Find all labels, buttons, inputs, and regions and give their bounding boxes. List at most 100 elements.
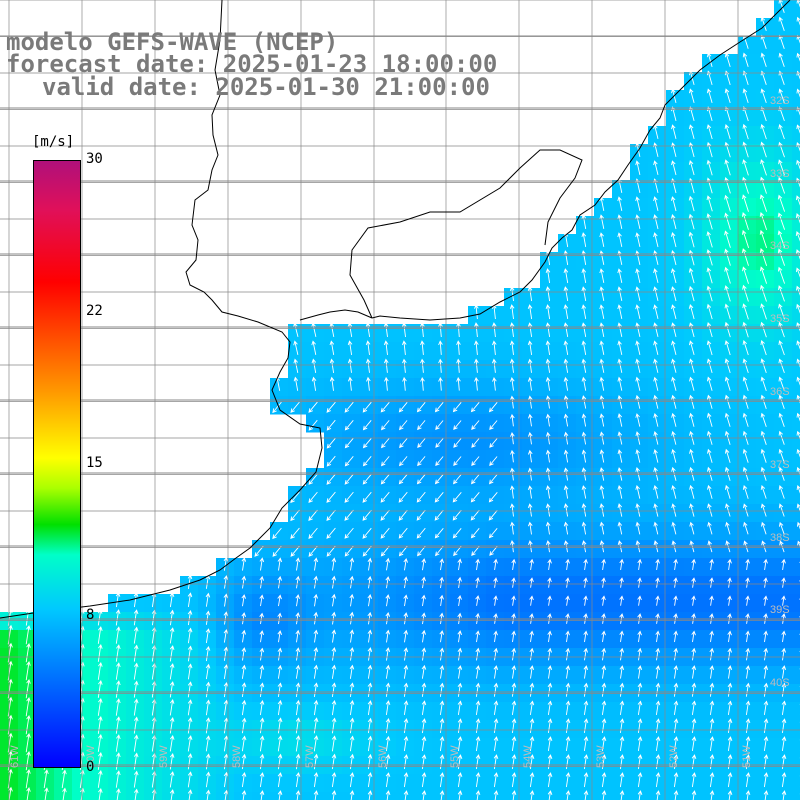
wind-arrow <box>688 285 695 302</box>
wind-arrow <box>471 474 480 485</box>
wind-arrow <box>778 448 785 463</box>
wind-arrow <box>349 790 355 800</box>
wind-arrow <box>277 790 283 800</box>
wind-arrow <box>417 438 426 449</box>
wind-arrow <box>745 736 751 751</box>
wind-arrow <box>380 402 390 413</box>
wind-arrow <box>62 787 67 800</box>
wind-arrow <box>439 664 445 679</box>
wind-arrow <box>347 340 353 355</box>
wind-arrow <box>115 716 121 734</box>
wind-arrow <box>362 456 372 467</box>
wind-arrow <box>778 340 785 356</box>
wind-arrow <box>565 790 571 800</box>
wind-arrow <box>760 88 767 104</box>
wind-cell <box>792 702 800 721</box>
wind-arrow <box>691 558 696 570</box>
wind-arrow <box>399 438 408 449</box>
wind-cell <box>126 792 145 800</box>
wind-arrow <box>691 577 696 588</box>
wind-arrow <box>326 401 336 413</box>
wind-arrow <box>241 629 247 643</box>
wind-arrow <box>511 682 517 697</box>
wind-arrow <box>599 304 605 319</box>
wind-arrow <box>742 485 749 499</box>
wind-arrow <box>778 521 785 535</box>
wind-arrow <box>383 358 389 373</box>
wind-arrow <box>438 376 443 391</box>
wind-arrow <box>691 736 697 751</box>
wind-arrow <box>706 141 713 158</box>
coastline <box>0 0 791 619</box>
wind-arrow <box>326 419 336 431</box>
wind-arrow <box>493 700 499 715</box>
wind-cell <box>792 558 800 577</box>
wind-arrow <box>601 718 607 733</box>
wind-arrow <box>295 717 301 734</box>
wind-arrow <box>416 491 426 503</box>
wind-arrow <box>331 735 337 752</box>
wind-arrow <box>439 790 445 800</box>
wind-arrow <box>509 340 515 355</box>
wind-arrow <box>241 790 247 800</box>
wind-arrow <box>545 521 551 535</box>
wind-arrow <box>563 286 569 301</box>
wind-arrow <box>635 394 641 409</box>
wind-arrow <box>761 521 767 535</box>
wind-cell <box>756 792 775 800</box>
wind-arrow <box>416 509 426 521</box>
wind-arrow <box>511 736 517 751</box>
wind-arrow <box>313 717 319 734</box>
wind-arrow <box>545 395 551 409</box>
lat-label: 35S <box>770 313 790 325</box>
wind-arrow <box>97 697 103 716</box>
wind-arrow <box>581 232 587 247</box>
wind-arrow <box>398 456 408 467</box>
wind-cell <box>792 270 800 289</box>
wind-arrow <box>277 557 283 571</box>
wind-arrow <box>547 595 552 606</box>
wind-arrow <box>653 268 659 284</box>
wind-cell <box>702 792 721 800</box>
wind-arrow <box>205 628 211 644</box>
wind-cell <box>540 792 559 800</box>
wind-arrow <box>380 474 390 485</box>
wind-arrow <box>671 304 677 320</box>
wind-arrow <box>583 700 589 715</box>
wind-cell <box>198 792 217 800</box>
wind-arrow <box>527 376 533 391</box>
wind-arrow <box>205 717 211 734</box>
wind-arrow <box>241 664 247 679</box>
wind-arrow <box>781 558 786 570</box>
wind-arrow <box>349 593 355 607</box>
wind-arrow <box>398 402 408 413</box>
wind-arrow <box>707 540 713 553</box>
wind-arrow <box>457 790 463 800</box>
wind-arrow <box>439 682 445 697</box>
wind-arrow <box>671 412 677 427</box>
wind-arrow <box>313 557 319 571</box>
wind-arrow <box>673 682 679 697</box>
wind-arrow <box>115 770 121 788</box>
wind-arrow <box>745 647 751 661</box>
wind-arrow <box>223 575 229 589</box>
wind-arrow <box>581 214 587 229</box>
lon-label: 54W <box>522 745 534 768</box>
wind-arrow <box>781 665 787 679</box>
wind-cell <box>792 288 800 307</box>
wind-arrow <box>760 284 767 302</box>
wind-arrow <box>385 647 391 661</box>
wind-arrow <box>295 647 301 661</box>
wind-arrow <box>777 194 786 212</box>
colorbar <box>33 160 81 768</box>
wind-arrow <box>25 696 31 717</box>
wind-arrow <box>545 540 551 553</box>
wind-arrow <box>133 716 139 734</box>
wind-arrow <box>709 630 714 643</box>
wind-arrow <box>763 577 768 588</box>
wind-arrow <box>223 681 229 698</box>
wind-cell <box>342 792 361 800</box>
wind-arrow <box>709 665 715 679</box>
wind-arrow <box>742 34 749 49</box>
wind-arrow <box>725 521 731 535</box>
